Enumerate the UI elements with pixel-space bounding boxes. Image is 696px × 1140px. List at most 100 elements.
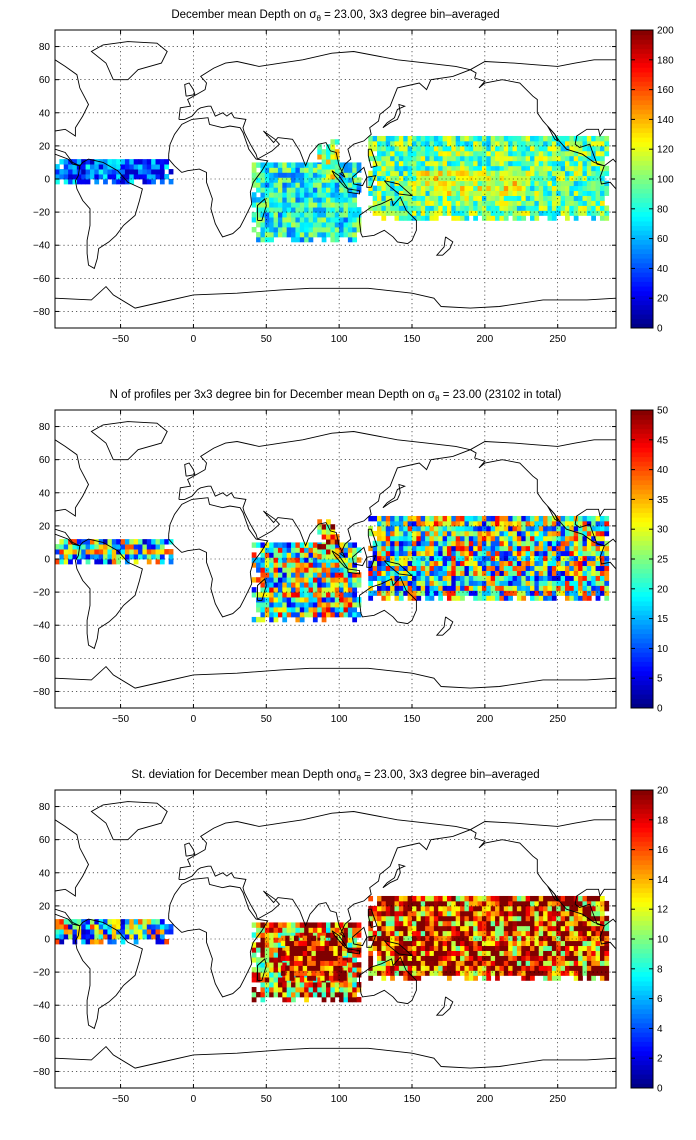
data-cell	[556, 155, 562, 162]
data-cell	[312, 616, 318, 623]
data-cell	[595, 210, 601, 216]
data-cell	[438, 550, 443, 557]
data-cell	[273, 587, 279, 593]
data-cell	[339, 577, 344, 583]
data-cell	[460, 955, 465, 961]
x-tick-label: 0	[191, 714, 197, 725]
data-cell	[464, 540, 470, 547]
data-cell	[573, 975, 579, 981]
data-cell	[390, 555, 395, 562]
data-cell	[473, 925, 478, 932]
data-cells	[55, 895, 610, 1003]
data-cell	[264, 607, 270, 613]
data-cell	[551, 950, 557, 956]
data-cell	[260, 996, 266, 1003]
data-cell	[525, 190, 531, 196]
data-cell	[273, 967, 279, 973]
data-cell	[591, 150, 596, 157]
data-cell	[394, 520, 400, 527]
data-cell	[433, 585, 439, 591]
data-cell	[260, 611, 266, 618]
data-cell	[521, 180, 527, 187]
data-cell	[481, 935, 487, 942]
data-cell	[260, 987, 266, 993]
data-cell	[398, 135, 404, 142]
data-cell	[286, 207, 292, 213]
data-cell	[508, 210, 513, 216]
data-cell	[308, 562, 314, 568]
data-cell	[582, 960, 588, 966]
data-cell	[334, 169, 340, 175]
data-cell	[530, 590, 535, 596]
data-cell	[565, 565, 570, 571]
x-tick-label: −50	[112, 1094, 129, 1105]
data-cell	[591, 900, 596, 907]
data-cell	[416, 570, 422, 576]
data-cell	[72, 554, 78, 560]
data-cell	[565, 155, 570, 162]
data-cell	[591, 215, 596, 221]
data-cell	[311, 960, 317, 966]
data-cell	[251, 562, 257, 568]
colorbar-segment	[631, 34, 653, 40]
data-cell	[425, 135, 430, 142]
data-cell	[342, 970, 347, 976]
data-cell	[377, 925, 382, 932]
data-cell	[569, 150, 575, 157]
data-cell	[599, 910, 605, 917]
data-cell	[398, 970, 404, 976]
data-cell	[377, 565, 382, 571]
data-cell	[486, 195, 492, 201]
data-cell	[403, 145, 409, 152]
data-cell	[495, 145, 500, 152]
data-cell	[343, 967, 349, 973]
data-cell	[468, 555, 474, 562]
data-cell	[538, 135, 544, 142]
data-cell	[499, 560, 505, 567]
data-cell	[286, 227, 292, 233]
data-cell	[120, 929, 126, 935]
data-cell	[277, 162, 283, 168]
data-cell	[525, 585, 531, 591]
data-cell	[578, 905, 583, 912]
data-cell	[273, 991, 279, 998]
data-cell	[530, 555, 535, 562]
data-cell	[433, 535, 439, 542]
data-cell	[486, 210, 492, 216]
data-cell	[547, 540, 553, 547]
data-cell	[68, 174, 73, 180]
data-cell	[398, 960, 404, 966]
data-cell	[490, 590, 496, 596]
data-cell	[604, 575, 610, 581]
data-cell	[107, 929, 113, 935]
colorbar-segment	[631, 1018, 653, 1024]
data-cell	[591, 565, 596, 571]
data-cell	[446, 180, 452, 187]
data-cell	[330, 212, 336, 218]
data-cell	[538, 545, 544, 552]
data-cell	[326, 177, 331, 183]
data-cell	[321, 202, 327, 208]
data-cell	[403, 185, 409, 191]
data-cell	[586, 560, 592, 567]
colorbar-segment	[631, 428, 653, 434]
data-cell	[473, 200, 478, 206]
data-cell	[412, 960, 417, 966]
data-cell	[372, 575, 378, 581]
data-cell	[433, 900, 439, 907]
y-tick-label: −20	[33, 968, 50, 979]
data-cell	[321, 159, 327, 165]
data-cell	[264, 602, 270, 608]
data-cell	[347, 572, 353, 578]
data-cell	[516, 525, 522, 532]
colorbar-tick-label: 0	[657, 704, 663, 715]
data-cell	[420, 175, 426, 182]
data-cell	[347, 192, 353, 198]
data-cell	[133, 924, 139, 930]
data-cell	[412, 180, 417, 187]
data-cell	[543, 145, 548, 152]
data-cell	[569, 590, 575, 596]
data-cell	[530, 195, 535, 201]
data-cell	[356, 577, 362, 583]
data-cell	[403, 190, 409, 196]
